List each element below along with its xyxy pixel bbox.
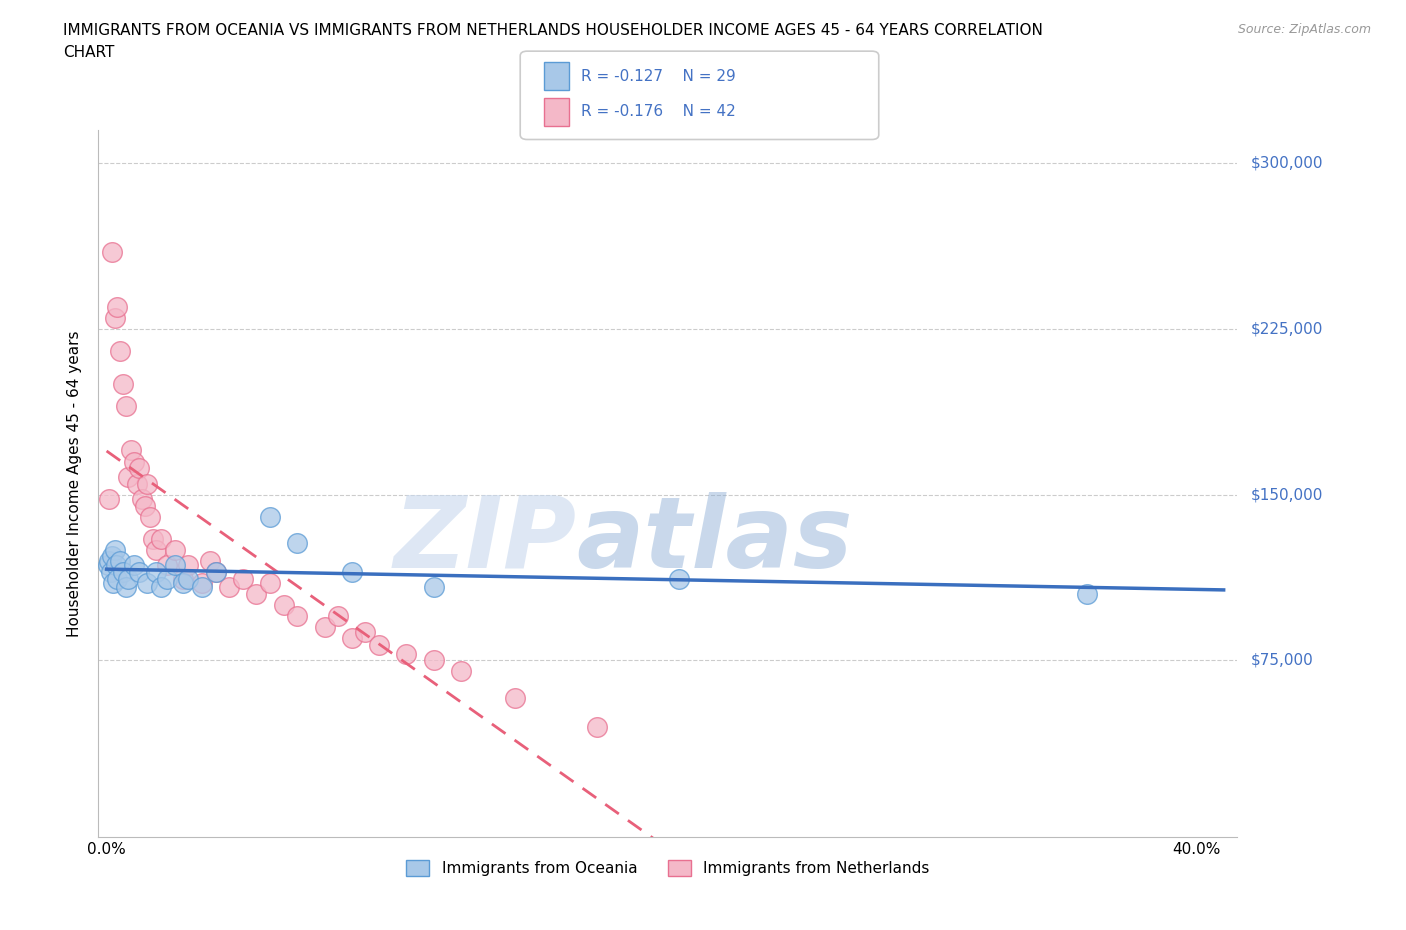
Point [125, 476, 148, 491]
Point [105, 558, 128, 573]
Point [101, 245, 124, 259]
Point [354, 624, 377, 639]
Point [155, 558, 177, 573]
Point [98, 492, 121, 507]
Point [259, 510, 281, 525]
Point [172, 576, 194, 591]
Point [122, 454, 145, 469]
Point [422, 653, 444, 668]
Point [145, 565, 167, 579]
Point [259, 576, 281, 591]
Text: CHART: CHART [63, 45, 115, 60]
Point [114, 580, 136, 595]
Point [285, 536, 308, 551]
Point [111, 377, 134, 392]
Point [100, 565, 122, 579]
Point [104, 542, 127, 557]
Point [110, 344, 132, 359]
Point [150, 580, 173, 595]
Point [395, 646, 418, 661]
Point [668, 571, 690, 586]
Point [273, 598, 295, 613]
Text: atlas: atlas [576, 492, 853, 589]
Point [131, 492, 153, 507]
Point [117, 571, 139, 586]
Text: IMMIGRANTS FROM OCEANIA VS IMMIGRANTS FROM NETHERLANDS HOUSEHOLDER INCOME AGES 4: IMMIGRANTS FROM OCEANIA VS IMMIGRANTS FR… [63, 23, 1043, 38]
Point [340, 565, 363, 579]
Text: R = -0.127    N = 29: R = -0.127 N = 29 [581, 69, 735, 84]
Point [163, 542, 186, 557]
Point [122, 558, 145, 573]
Point [120, 443, 142, 458]
Point [172, 571, 194, 586]
Point [285, 609, 308, 624]
Point [328, 609, 350, 624]
Point [150, 531, 173, 546]
Point [198, 553, 221, 568]
Point [586, 719, 609, 734]
Text: $225,000: $225,000 [1251, 322, 1323, 337]
Y-axis label: Householder Income Ages 45 - 64 years: Householder Income Ages 45 - 64 years [67, 330, 83, 637]
Point [177, 558, 200, 573]
Point [422, 580, 444, 595]
Point [155, 571, 177, 586]
Point [98, 553, 121, 568]
Point [204, 565, 226, 579]
Text: $150,000: $150,000 [1251, 487, 1323, 502]
Point [314, 619, 336, 634]
Point [142, 531, 165, 546]
Point [139, 510, 162, 525]
Point [111, 565, 134, 579]
Point [128, 460, 150, 475]
Text: ZIP: ZIP [394, 492, 576, 589]
Point [340, 631, 363, 645]
Point [204, 565, 226, 579]
Point [163, 558, 186, 573]
Point [101, 549, 124, 564]
Point [97, 558, 120, 573]
Point [136, 576, 159, 591]
Point [110, 553, 132, 568]
Point [232, 571, 254, 586]
Point [218, 580, 240, 595]
Point [450, 664, 472, 679]
Legend: Immigrants from Oceania, Immigrants from Netherlands: Immigrants from Oceania, Immigrants from… [401, 854, 935, 883]
Text: $75,000: $75,000 [1251, 653, 1315, 668]
Point [368, 637, 391, 652]
Point [503, 690, 526, 705]
Point [191, 576, 214, 591]
Text: $300,000: $300,000 [1251, 156, 1323, 171]
Point [177, 571, 200, 586]
Point [114, 399, 136, 414]
Point [245, 587, 267, 602]
Text: R = -0.176    N = 42: R = -0.176 N = 42 [581, 104, 735, 119]
Point [107, 299, 129, 314]
Point [145, 542, 167, 557]
Point [134, 498, 156, 513]
Point [104, 311, 127, 325]
Point [128, 565, 150, 579]
Point [136, 476, 159, 491]
Point [1076, 587, 1098, 602]
Point [191, 580, 214, 595]
Point [107, 571, 129, 586]
Point [103, 576, 125, 591]
Text: Source: ZipAtlas.com: Source: ZipAtlas.com [1237, 23, 1371, 36]
Point [117, 470, 139, 485]
